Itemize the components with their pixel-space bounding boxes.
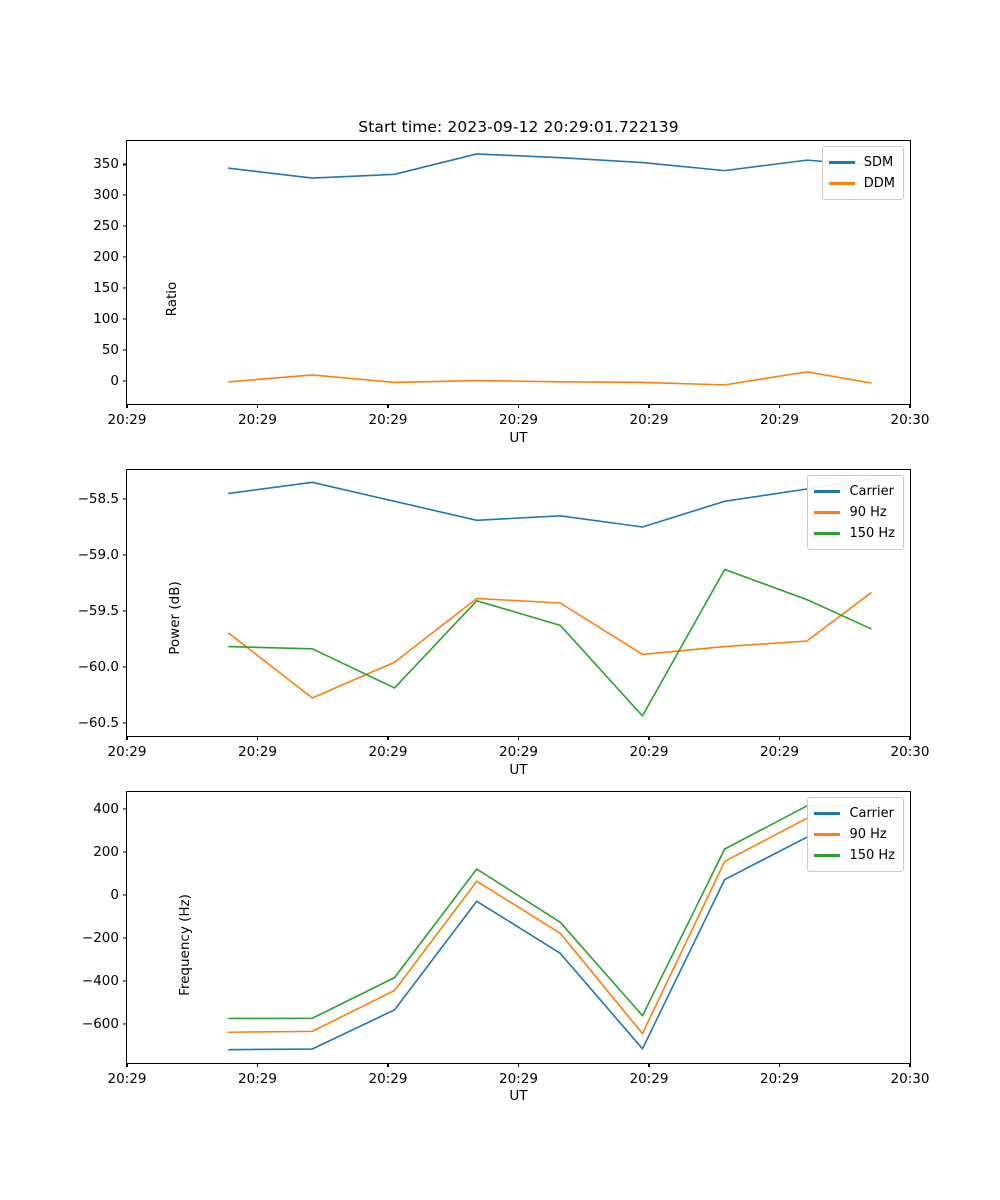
legend-item: 150 Hz <box>814 845 895 866</box>
x-tick-label: 20:30 <box>891 736 930 760</box>
legend-label: Carrier <box>849 806 894 821</box>
x-tick-label: 20:29 <box>369 736 408 760</box>
y-tick-label: 50 <box>102 342 127 358</box>
legend-item: 90 Hz <box>814 502 895 523</box>
x-tick-label: 20:29 <box>499 404 538 428</box>
figure-title: Start time: 2023-09-12 20:29:01.722139 <box>358 118 679 136</box>
legend-color-swatch <box>828 161 855 164</box>
legend-item: SDM <box>828 152 895 173</box>
series-line <box>229 479 871 527</box>
y-tick-label: 250 <box>93 218 127 234</box>
x-tick-label: 20:29 <box>499 1063 538 1087</box>
legend-item: 90 Hz <box>814 824 895 845</box>
x-axis-label-ut: UT <box>509 430 528 446</box>
x-tick-label: 20:29 <box>238 736 277 760</box>
legend-item: Carrier <box>814 803 895 824</box>
series-line <box>229 569 871 715</box>
legend-color-swatch <box>814 812 841 815</box>
legend-color-swatch <box>828 182 855 185</box>
y-tick-label: 200 <box>93 249 127 265</box>
subplot-ratio: Start time: 2023-09-12 20:29:01.722139 R… <box>0 108 1000 458</box>
y-axis-label-power: Power (dB) <box>167 581 183 655</box>
y-tick-label: 300 <box>93 187 127 203</box>
x-tick-label: 20:29 <box>369 404 408 428</box>
y-tick-label: 200 <box>93 844 127 860</box>
x-tick-label: 20:29 <box>238 404 277 428</box>
x-axis-label-ut: UT <box>509 762 528 778</box>
subplot-power: Power (dB) −58.5 −59.0 −59.5 −60.0 −60.5 20:2… <box>0 455 1000 778</box>
legend-label: SDM <box>863 155 894 170</box>
y-axis-label-frequency: Frequency (Hz) <box>177 894 193 996</box>
legend-label: 150 Hz <box>849 526 895 541</box>
y-tick-label: −60.0 <box>78 659 127 675</box>
y-tick-label: −200 <box>82 930 127 946</box>
legend-color-swatch <box>814 532 841 535</box>
series-line <box>229 154 871 178</box>
plot-area-power: Power (dB) −58.5 −59.0 −59.5 −60.0 −60.5 20:2… <box>78 469 929 760</box>
y-axis-label-ratio: Ratio <box>164 281 180 317</box>
y-tick-label: 100 <box>93 311 127 327</box>
x-tick-label: 20:29 <box>630 736 669 760</box>
x-tick-label: 20:29 <box>108 736 147 760</box>
legend[interactable]: Carrier 90 Hz 150 Hz <box>807 797 904 872</box>
x-tick-label: 20:29 <box>369 1063 408 1087</box>
legend-color-swatch <box>814 833 841 836</box>
series-lines-frequency <box>127 792 910 1063</box>
x-tick-label: 20:29 <box>630 404 669 428</box>
x-tick-label: 20:30 <box>891 1063 930 1087</box>
series-line <box>229 837 871 1050</box>
x-tick-label: 20:29 <box>108 404 147 428</box>
legend-item: 150 Hz <box>814 523 895 544</box>
plot-area-frequency: Frequency (Hz) −600 −400 −200 0 200 400 20:29 2… <box>82 791 929 1087</box>
x-axis-label-ut: UT <box>509 1088 528 1104</box>
y-tick-label: −60.5 <box>78 715 127 731</box>
legend-label: DDM <box>863 176 895 191</box>
series-lines-power <box>127 470 910 736</box>
series-line <box>229 372 871 385</box>
legend-label: Carrier <box>849 484 894 499</box>
y-tick-label: −59.5 <box>78 603 127 619</box>
legend-color-swatch <box>814 490 841 493</box>
legend-label: 150 Hz <box>849 848 895 863</box>
legend-item: DDM <box>828 173 895 194</box>
plot-area-ratio: Ratio 0 50 100 150 200 250 300 350 20:29 20:29 20:… <box>93 140 929 428</box>
y-tick-label: 150 <box>93 280 127 296</box>
x-tick-label: 20:29 <box>499 736 538 760</box>
series-line <box>229 818 871 1033</box>
y-tick-label: −600 <box>82 1016 127 1032</box>
legend-label: 90 Hz <box>849 827 887 842</box>
series-line <box>229 593 871 698</box>
y-tick-label: 400 <box>93 801 127 817</box>
y-tick-label: 350 <box>93 156 127 172</box>
x-tick-label: 20:29 <box>760 1063 799 1087</box>
legend[interactable]: Carrier 90 Hz 150 Hz <box>807 475 904 550</box>
y-tick-label: −59.0 <box>78 547 127 563</box>
x-tick-label: 20:29 <box>108 1063 147 1087</box>
legend-item: Carrier <box>814 481 895 502</box>
y-tick-label: 0 <box>110 887 127 903</box>
legend-label: 90 Hz <box>849 505 887 520</box>
y-tick-label: −400 <box>82 973 127 989</box>
y-tick-label: 0 <box>110 373 127 389</box>
series-lines-ratio <box>127 141 910 404</box>
x-tick-label: 20:29 <box>630 1063 669 1087</box>
legend-color-swatch <box>814 511 841 514</box>
series-line <box>229 806 871 1019</box>
x-tick-label: 20:29 <box>760 736 799 760</box>
x-tick-label: 20:29 <box>760 404 799 428</box>
legend[interactable]: SDM DDM <box>821 146 904 200</box>
y-tick-label: −58.5 <box>78 491 127 507</box>
x-tick-label: 20:30 <box>891 404 930 428</box>
x-tick-label: 20:29 <box>238 1063 277 1087</box>
legend-color-swatch <box>814 854 841 857</box>
subplot-frequency: Frequency (Hz) −600 −400 −200 0 200 400 20:29 2… <box>0 775 1000 1115</box>
